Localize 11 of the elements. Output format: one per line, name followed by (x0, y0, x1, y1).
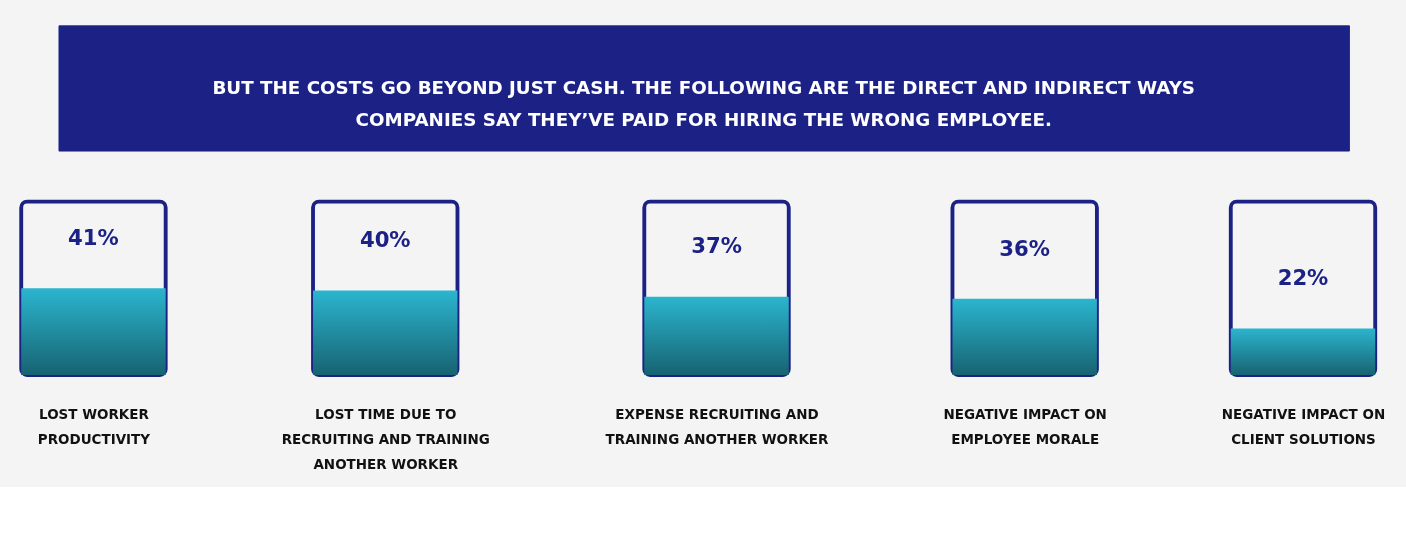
x-tick-label: NEGATIVE IMPACT ON EMPLOYEE MORALE (943, 405, 1107, 447)
data-label: 41% (68, 224, 119, 250)
x-tick-label: LOST TIME DUE TO RECRUITING AND TRAINING ANOTHER WORKER (281, 405, 490, 472)
x-tick-label: LOST WORKER PRODUCTIVITY (37, 405, 151, 447)
x-tick-label: EXPENSE RECRUITING AND TRAINING ANOTHER WORKER (605, 405, 830, 447)
chart-title: BUT THE COSTS GO BEYOND JUST CASH. THE FOLLOWING ARE THE DIRECT AND INDIRECT WAYS COMPANIES SAY THEY’VE PAID FOR HIRING THE WRONG EMPLOYEE. (212, 76, 1196, 131)
data-label: 37% (691, 233, 742, 259)
data-label: 40% (359, 227, 411, 253)
x-tick-label: NEGATIVE IMPACT ON CLIENT SOLUTIONS (1221, 405, 1386, 447)
data-label: 36% (999, 235, 1051, 261)
data-label: 22% (1277, 265, 1329, 291)
